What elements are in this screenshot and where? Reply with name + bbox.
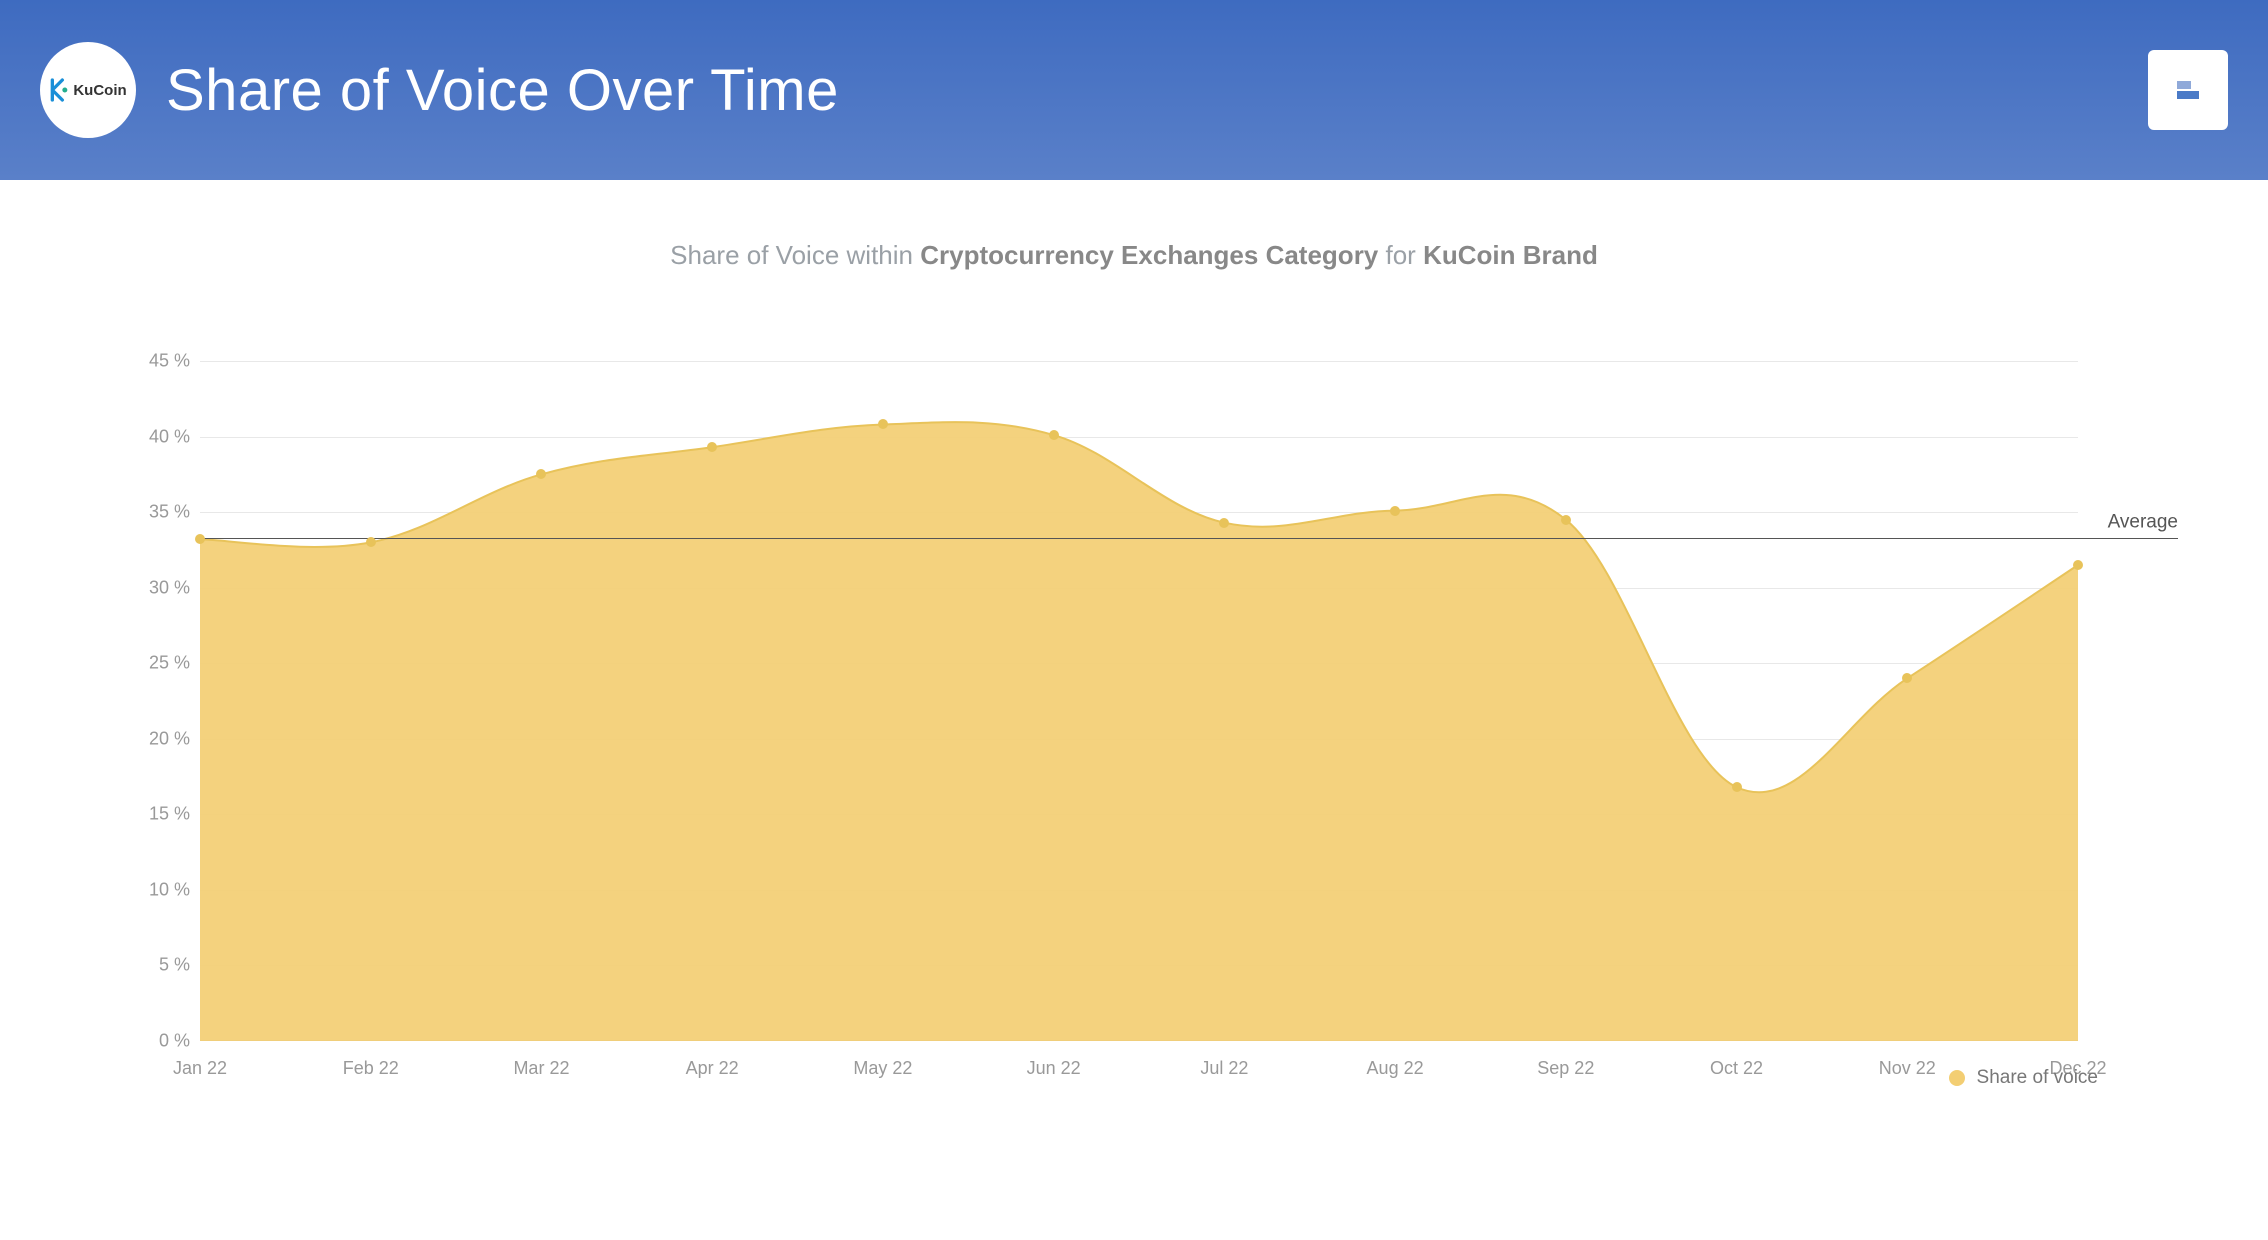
data-point[interactable] [1902,673,1912,683]
y-tick-label: 15 % [120,804,190,825]
x-tick-label: Jan 22 [173,1058,227,1079]
x-tick-label: Jun 22 [1027,1058,1081,1079]
plot-area: 0 %5 %10 %15 %20 %25 %30 %35 %40 %45 %Ja… [200,361,2078,1041]
x-tick-label: Feb 22 [343,1058,399,1079]
data-point[interactable] [536,469,546,479]
y-tick-label: 30 % [120,577,190,598]
data-point[interactable] [2073,560,2083,570]
chart-container: 0 %5 %10 %15 %20 %25 %30 %35 %40 %45 %Ja… [80,361,2188,1101]
y-tick-label: 0 % [120,1031,190,1052]
x-tick-label: Nov 22 [1879,1058,1936,1079]
y-tick-label: 40 % [120,426,190,447]
y-tick-label: 20 % [120,728,190,749]
chart-legend: Share of voice [1949,1067,2098,1089]
bar-chart-icon [2171,73,2205,107]
brand-logo-inner: KuCoin [49,78,126,102]
data-point[interactable] [878,419,888,429]
subtitle-prefix: Share of Voice within [670,240,920,270]
x-tick-label: Jul 22 [1200,1058,1248,1079]
area-fill [200,422,2078,1041]
kucoin-logo-icon [49,78,69,102]
y-tick-label: 45 % [120,351,190,372]
legend-marker [1949,1070,1965,1086]
brand-logo-text: KuCoin [73,82,126,99]
subtitle-category: Cryptocurrency Exchanges Category [920,240,1378,270]
x-tick-label: Apr 22 [686,1058,739,1079]
subtitle-mid: for [1378,240,1423,270]
area-chart-svg [200,361,2078,1041]
data-point[interactable] [195,534,205,544]
data-point[interactable] [1390,506,1400,516]
export-icon[interactable] [2148,50,2228,130]
data-point[interactable] [1049,430,1059,440]
header-bar: KuCoin Share of Voice Over Time [0,0,2268,180]
y-tick-label: 10 % [120,879,190,900]
data-point[interactable] [707,442,717,452]
data-point[interactable] [1561,515,1571,525]
legend-label: Share of voice [1977,1067,2098,1089]
chart-subtitle: Share of Voice within Cryptocurrency Exc… [0,240,2268,271]
y-tick-label: 35 % [120,502,190,523]
x-tick-label: Oct 22 [1710,1058,1763,1079]
x-tick-label: Mar 22 [513,1058,569,1079]
data-point[interactable] [1219,518,1229,528]
x-tick-label: May 22 [853,1058,912,1079]
x-tick-label: Sep 22 [1537,1058,1594,1079]
page-title: Share of Voice Over Time [166,57,839,124]
data-point[interactable] [1732,782,1742,792]
data-point[interactable] [366,537,376,547]
y-tick-label: 25 % [120,653,190,674]
average-line [200,538,2178,539]
brand-logo: KuCoin [40,42,136,138]
average-label: Average [2108,511,2178,533]
x-tick-label: Aug 22 [1367,1058,1424,1079]
subtitle-brand: KuCoin Brand [1423,240,1598,270]
y-tick-label: 5 % [120,955,190,976]
